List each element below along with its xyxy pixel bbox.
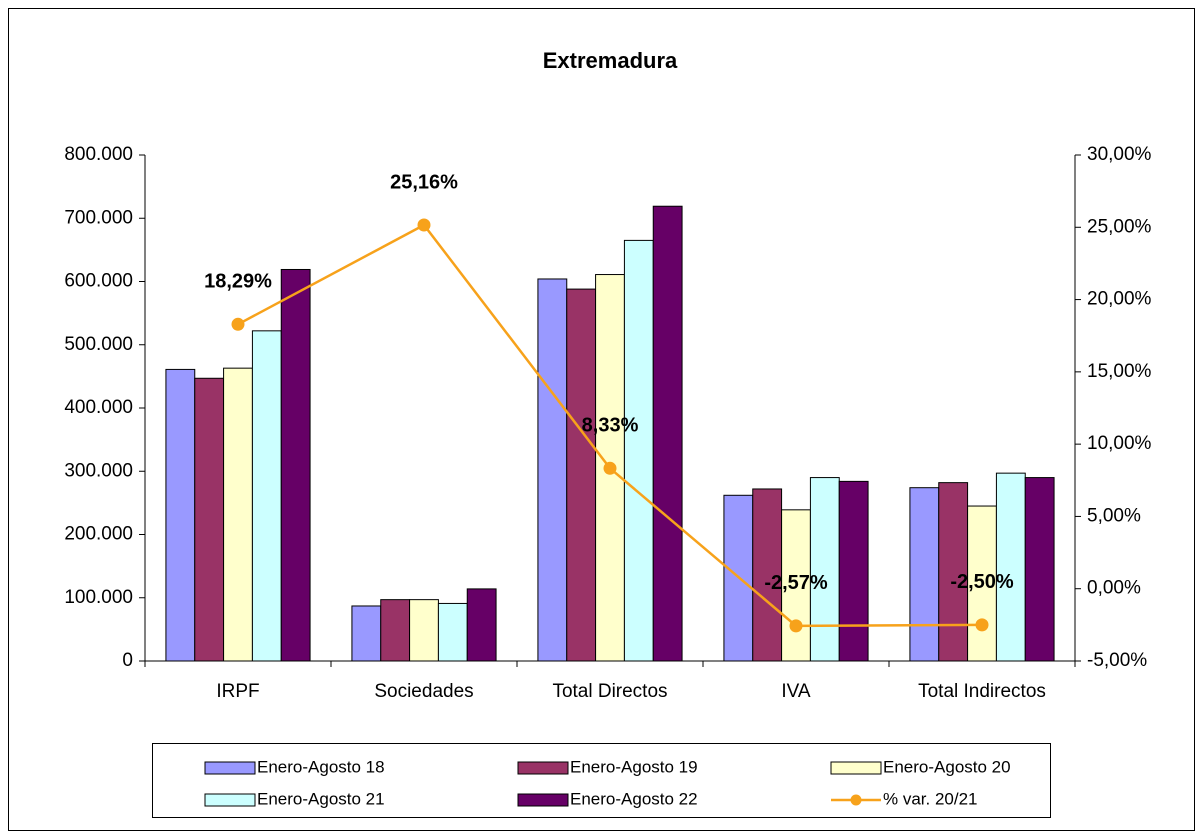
- bar: [1024, 477, 1055, 662]
- legend-label: Enero-Agosto 20: [883, 757, 1011, 776]
- bar: [723, 494, 754, 662]
- legend-label: Enero-Agosto 19: [570, 757, 698, 776]
- bar: [752, 488, 783, 662]
- x-tick-label: IVA: [781, 681, 811, 702]
- line-point: [417, 218, 431, 232]
- legend-label: Enero-Agosto 18: [257, 757, 385, 776]
- x-tick-label: Total Indirectos: [918, 681, 1046, 702]
- bar: [165, 368, 196, 662]
- y-tick-label: 800.000: [64, 144, 133, 165]
- x-tick-label: Sociedades: [374, 681, 473, 702]
- bar: [251, 330, 282, 662]
- legend-label: Enero-Agosto 21: [257, 789, 385, 808]
- y-tick-label: 200.000: [64, 524, 133, 545]
- bar: [409, 599, 439, 662]
- y-tick-label: 400.000: [64, 397, 133, 418]
- y2-tick-label: 10,00%: [1087, 433, 1152, 454]
- y2-tick-label: 30,00%: [1087, 144, 1152, 165]
- bar: [280, 268, 311, 662]
- y2-tick-label: 25,00%: [1087, 216, 1152, 237]
- bar: [466, 588, 497, 662]
- legend-label: % var. 20/21: [883, 789, 978, 808]
- y2-tick-label: -5,00%: [1087, 650, 1147, 671]
- bar: [380, 599, 411, 662]
- bar: [437, 602, 468, 662]
- x-tick-label: Total Directos: [552, 681, 667, 702]
- data-label: 25,16%: [390, 171, 458, 193]
- legend-swatch: [830, 761, 882, 775]
- data-label: -2,50%: [950, 571, 1014, 593]
- data-label: 18,29%: [204, 271, 272, 293]
- y-tick-label: 600.000: [64, 271, 133, 292]
- y-tick-label: 500.000: [64, 334, 133, 355]
- x-tick-label: IRPF: [216, 681, 259, 702]
- bar: [623, 239, 654, 662]
- data-label: 8,33%: [582, 415, 639, 437]
- bar: [351, 605, 382, 662]
- line-point: [603, 461, 617, 475]
- bar: [194, 377, 225, 662]
- bar: [967, 505, 997, 662]
- legend-swatch: [517, 793, 569, 807]
- bar: [938, 482, 969, 662]
- bar: [909, 487, 940, 662]
- bar: [781, 509, 811, 662]
- bar: [566, 288, 597, 662]
- bar: [838, 480, 869, 662]
- bar: [995, 472, 1026, 662]
- y-tick-label: 300.000: [64, 460, 133, 481]
- line-point: [231, 317, 245, 331]
- y2-tick-label: 5,00%: [1087, 505, 1141, 526]
- y2-tick-label: 15,00%: [1087, 361, 1152, 382]
- y2-tick-label: 20,00%: [1087, 289, 1152, 310]
- chart-title: Extremadura: [543, 48, 678, 73]
- bar: [537, 278, 568, 662]
- y-tick-label: 0: [122, 650, 133, 671]
- bar: [652, 205, 683, 662]
- y-tick-label: 100.000: [64, 587, 133, 608]
- bar: [809, 477, 840, 662]
- line-point: [975, 618, 989, 632]
- data-label: -2,57%: [764, 572, 828, 594]
- legend-swatch-dot: [850, 794, 862, 806]
- line-point: [789, 619, 803, 633]
- legend-swatch: [517, 761, 569, 775]
- legend-label: Enero-Agosto 22: [570, 789, 698, 808]
- bar: [223, 367, 253, 662]
- legend-swatch: [204, 761, 256, 775]
- legend-box: [152, 743, 1051, 818]
- legend-swatch: [204, 793, 256, 807]
- y-tick-label: 700.000: [64, 207, 133, 228]
- y2-tick-label: 0,00%: [1087, 578, 1141, 599]
